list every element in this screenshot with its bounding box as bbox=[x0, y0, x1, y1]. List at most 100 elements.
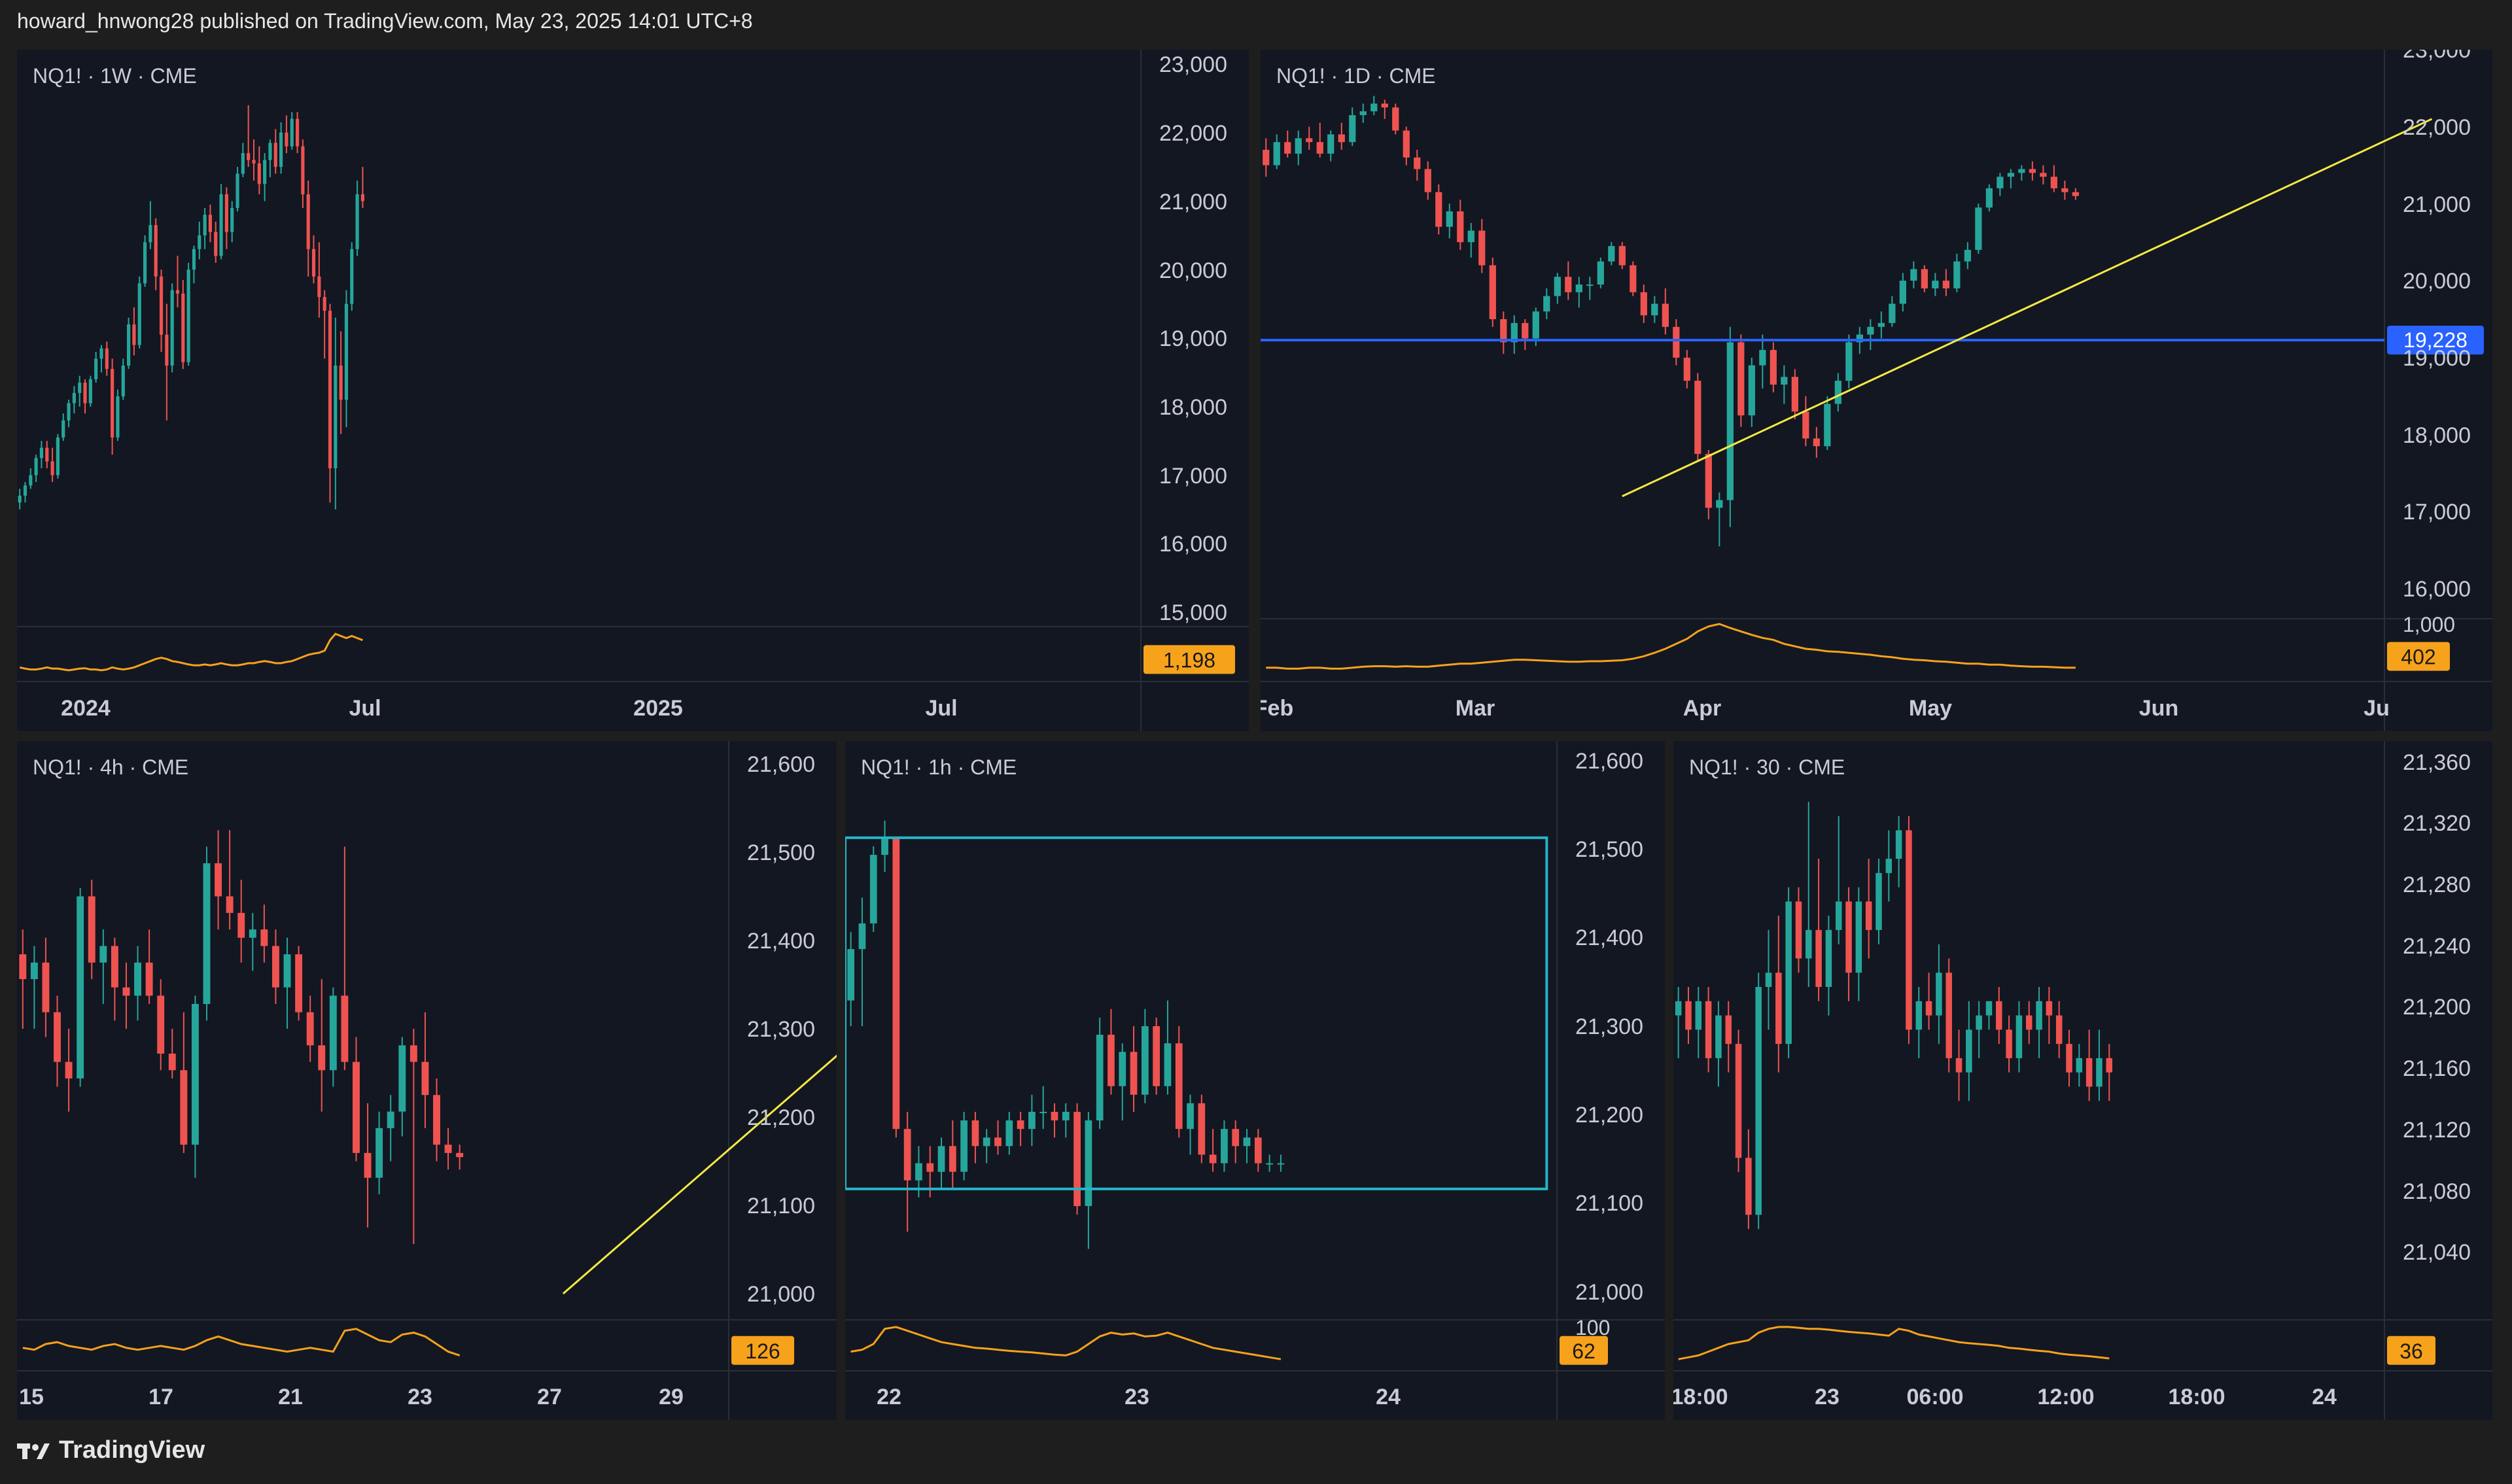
candle-body bbox=[1976, 1015, 1982, 1030]
candle-body bbox=[1254, 1137, 1262, 1164]
candle-body bbox=[318, 1045, 326, 1071]
y-tick-label: 21,500 bbox=[747, 840, 815, 865]
footer-brand[interactable]: TradingView bbox=[17, 1436, 205, 1464]
candle-body bbox=[1651, 303, 1658, 316]
x-tick-label: 15 bbox=[19, 1385, 44, 1409]
candle-body bbox=[1467, 230, 1474, 243]
weekly-chart-svg[interactable]: 23,000 22,000 21,000 20,000 19,000 18,000 17,0… bbox=[17, 50, 1249, 731]
candle-body bbox=[295, 954, 303, 1012]
candle-body bbox=[1759, 350, 1766, 366]
chart-pane-daily[interactable]: 19,228 23,000 22,000 21,000 20,000 19,000 18,0… bbox=[1261, 50, 2492, 731]
indicator-badge-label: 36 bbox=[2399, 1339, 2423, 1363]
candle-body bbox=[30, 962, 38, 980]
x-tick-label: Mar bbox=[1456, 696, 1495, 721]
candle-body bbox=[421, 1061, 429, 1096]
candle-body bbox=[1554, 277, 1561, 296]
candle-body bbox=[99, 946, 107, 963]
y-tick-label: 16,000 bbox=[1159, 532, 1227, 557]
candle-body bbox=[949, 1146, 956, 1172]
candle-body bbox=[1510, 322, 1518, 343]
y-tick-label: 21,240 bbox=[2403, 934, 2471, 959]
candle-body bbox=[1500, 319, 1507, 343]
candle-body bbox=[1062, 1111, 1070, 1121]
y-tick-label: 22,000 bbox=[1159, 121, 1227, 146]
candle-body bbox=[1695, 1001, 1702, 1030]
chart-pane-30m[interactable]: 21,360 21,320 21,280 21,240 21,200 21,160 21,1… bbox=[1673, 741, 2492, 1420]
candle-body bbox=[1096, 1035, 1104, 1121]
candle-body bbox=[1306, 138, 1313, 143]
candles-group bbox=[19, 830, 464, 1245]
chart-pane-weekly[interactable]: 23,000 22,000 21,000 20,000 19,000 18,000 17,0… bbox=[17, 50, 1249, 731]
candle-body bbox=[1953, 261, 1961, 288]
daily-chart-svg[interactable]: 19,228 23,000 22,000 21,000 20,000 19,000 18,0… bbox=[1261, 50, 2492, 731]
candle-body bbox=[1735, 1044, 1742, 1158]
candle-body bbox=[2106, 1058, 2113, 1073]
candle-body bbox=[45, 447, 49, 462]
candle-body bbox=[198, 235, 201, 249]
candle-body bbox=[323, 297, 326, 311]
candle-body bbox=[226, 896, 234, 913]
y-tick-label: 21,600 bbox=[1575, 749, 1643, 774]
indicator-badge bbox=[1143, 645, 1235, 674]
candle-body bbox=[1781, 377, 1788, 385]
chart-pane-4h[interactable]: 21,600 21,500 21,400 21,300 21,200 21,100 21,0… bbox=[17, 741, 837, 1420]
candle-body bbox=[2076, 1058, 2083, 1073]
indicator-tick-label: 1,000 bbox=[2403, 613, 2455, 636]
candle-body bbox=[1543, 296, 1550, 312]
candle-body bbox=[121, 365, 125, 397]
candle-body bbox=[224, 194, 228, 232]
candle-body bbox=[1597, 261, 1604, 285]
candle-body bbox=[122, 987, 130, 996]
y-tick-label: 21,000 bbox=[747, 1282, 815, 1307]
chart-pane-1h[interactable]: 21,600 21,500 21,400 21,300 21,200 21,100 21,0… bbox=[845, 741, 1665, 1420]
candle-body bbox=[1865, 901, 1872, 930]
candle-body bbox=[1877, 322, 1885, 327]
candle-body bbox=[1925, 1001, 1932, 1016]
indicator-badge-label: 1,198 bbox=[1163, 648, 1215, 672]
price-line-label: 19,228 bbox=[2403, 328, 2468, 352]
4h-chart-svg[interactable]: 21,600 21,500 21,400 21,300 21,200 21,100 21,0… bbox=[17, 741, 837, 1420]
candle-body bbox=[186, 269, 190, 362]
candle-body bbox=[148, 225, 152, 243]
candle-body bbox=[1775, 973, 1782, 1044]
x-tick-label: 06:00 bbox=[1907, 1385, 1964, 1409]
candle-body bbox=[1243, 1137, 1251, 1147]
candle-body bbox=[241, 153, 245, 174]
y-tick-label: 21,080 bbox=[2403, 1179, 2471, 1204]
candle-body bbox=[1640, 292, 1647, 316]
pane-background bbox=[845, 741, 1665, 1420]
price-line-badge bbox=[2387, 326, 2484, 355]
candle-body bbox=[1130, 1052, 1138, 1095]
footer-brand-text: TradingView bbox=[59, 1436, 205, 1464]
candle-body bbox=[1457, 211, 1464, 243]
candle-body bbox=[983, 1137, 990, 1147]
x-tick-label: 21 bbox=[278, 1385, 303, 1409]
candle-body bbox=[132, 324, 136, 345]
candle-body bbox=[881, 837, 888, 855]
candle-body bbox=[181, 293, 185, 362]
candle-body bbox=[364, 1152, 372, 1178]
pane-background bbox=[17, 50, 1249, 731]
candles-group bbox=[847, 820, 1285, 1249]
candle-body bbox=[2055, 1015, 2063, 1044]
candle-body bbox=[1370, 103, 1378, 112]
y-tick-label: 21,300 bbox=[747, 1017, 815, 1042]
x-tick-label: Feb bbox=[1261, 696, 1293, 721]
candle-body bbox=[273, 143, 277, 167]
candle-body bbox=[1964, 250, 1971, 262]
x-tick-label: 12:00 bbox=[2038, 1385, 2095, 1409]
candle-body bbox=[1791, 377, 1798, 412]
y-tick-label: 21,200 bbox=[747, 1105, 815, 1130]
x-tick-label: 27 bbox=[537, 1385, 562, 1409]
volume-line bbox=[1266, 623, 2076, 670]
candle-body bbox=[215, 863, 222, 897]
30m-chart-svg[interactable]: 21,360 21,320 21,280 21,240 21,200 21,160 21,1… bbox=[1673, 741, 2492, 1420]
candle-body bbox=[1424, 169, 1431, 192]
y-tick-label: 21,320 bbox=[2403, 811, 2471, 836]
candle-body bbox=[2066, 1044, 2072, 1073]
candle-body bbox=[268, 143, 272, 160]
candle-body bbox=[360, 194, 364, 201]
candle-body bbox=[328, 311, 332, 469]
1h-chart-svg[interactable]: 21,600 21,500 21,400 21,300 21,200 21,100 21,0… bbox=[845, 741, 1665, 1420]
candle-body bbox=[1895, 830, 1902, 859]
